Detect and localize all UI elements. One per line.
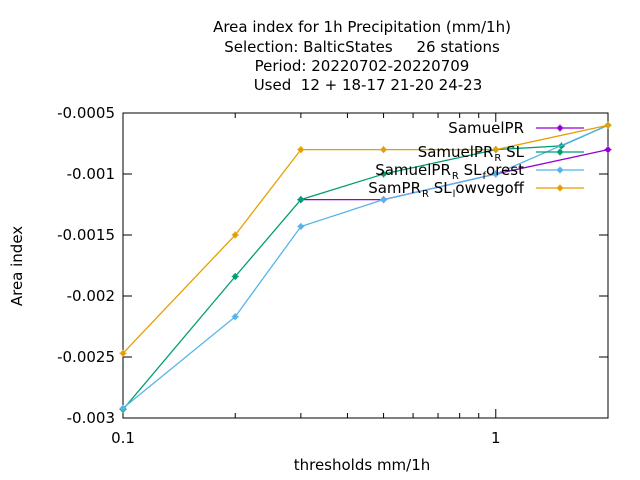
data-point [492, 146, 500, 154]
y-tick-label: -0.002 [67, 287, 115, 305]
data-point [297, 196, 305, 204]
data-point [380, 196, 388, 204]
y-axis-label: Area index [8, 226, 26, 306]
title-line-2: Selection: BalticStates 26 stations [224, 38, 500, 56]
series-layer [119, 121, 612, 413]
axis-ticks: -0.003 -0.0025 -0.002 -0.0015 -0.001 -0.0005 0… [57, 104, 609, 447]
legend-label: SamuelPRR SLforest [375, 161, 524, 182]
y-tick-label: -0.001 [67, 165, 115, 183]
data-point [604, 121, 612, 129]
y-tick-label: -0.0005 [57, 104, 115, 122]
x-axis-label: thresholds mm/1h [294, 456, 431, 474]
x-tick-label: 0.1 [111, 429, 135, 447]
y-tick-label: -0.0015 [57, 226, 115, 244]
title-line-1: Area index for 1h Precipitation (mm/1h) [213, 18, 511, 36]
data-point [380, 146, 388, 154]
data-point [297, 146, 305, 154]
data-point [119, 349, 127, 357]
series-2 [119, 121, 612, 412]
legend-marker [556, 166, 564, 174]
legend-label: SamPRR SLlowvegoff [368, 179, 524, 200]
y-tick-label: -0.0025 [57, 348, 115, 366]
data-point [604, 146, 612, 154]
x-tick-label: 1 [491, 429, 501, 447]
chart-title: Area index for 1h Precipitation (mm/1h) … [213, 18, 511, 94]
data-point [492, 170, 500, 178]
title-line-4: Used 12 + 18-17 21-20 24-23 [254, 76, 483, 94]
data-point [297, 222, 305, 230]
series-line [122, 124, 609, 354]
legend-label: SamuelPRR SL [418, 143, 525, 164]
legend-marker [556, 148, 564, 156]
data-point [231, 313, 239, 321]
series-3 [119, 121, 612, 357]
legend-label: SamuelPR [448, 119, 524, 137]
title-line-3: Period: 20220702-20220709 [255, 57, 470, 75]
legend-marker [556, 184, 564, 192]
plot-frame [122, 112, 609, 419]
data-point [231, 272, 239, 280]
series-line [122, 124, 609, 410]
y-tick-label: -0.003 [67, 409, 115, 427]
data-point [231, 231, 239, 239]
data-point [380, 170, 388, 178]
series-line [122, 124, 609, 409]
data-point [119, 404, 127, 412]
legend-marker [556, 124, 564, 132]
